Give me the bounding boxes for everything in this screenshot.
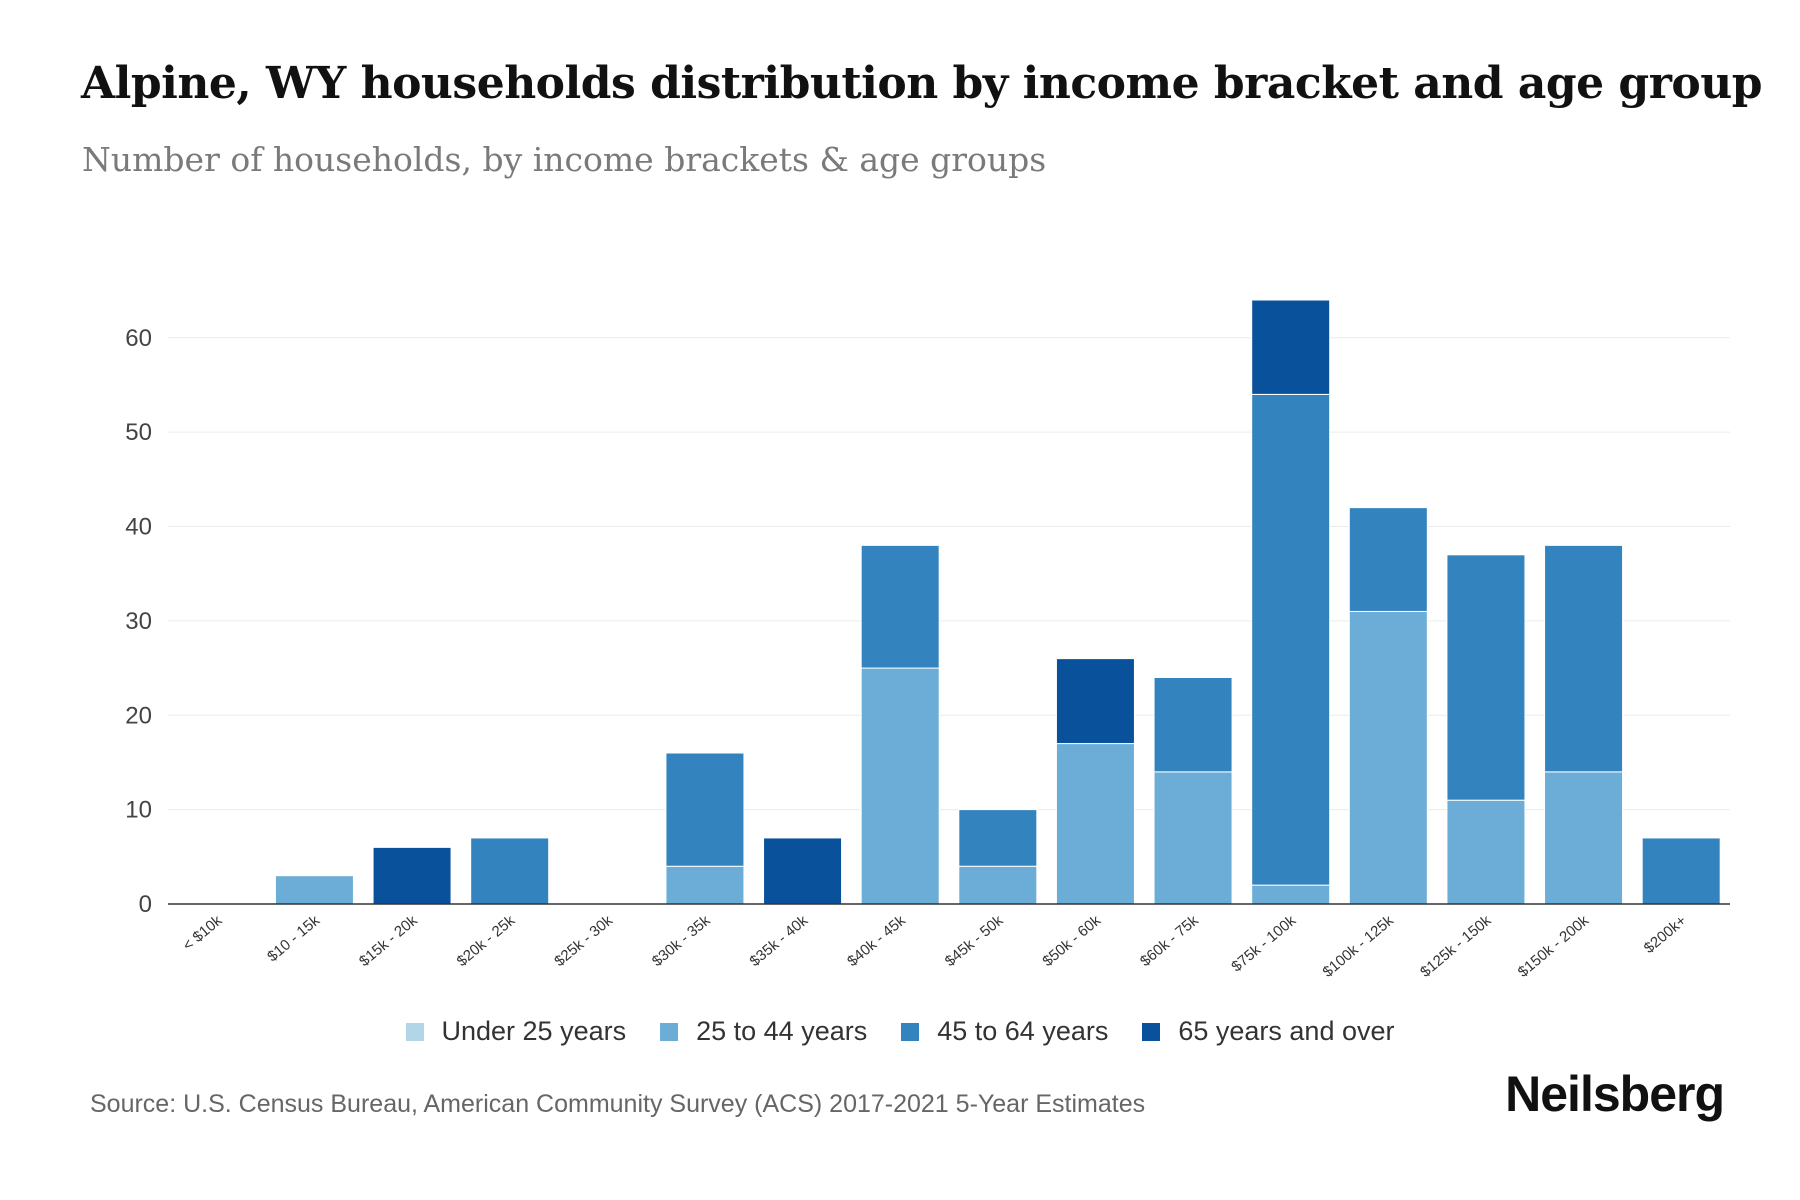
x-tick-label: < $10k [180,912,226,955]
bar-segment[interactable] [1446,799,1526,905]
bar-segment[interactable] [372,846,452,905]
legend-label-25-44: 25 to 44 years [696,1016,868,1046]
bar-segment[interactable] [1251,299,1331,395]
y-tick-label: 10 [125,797,152,824]
bar-segment[interactable] [860,667,940,905]
bar-segment[interactable] [958,809,1038,867]
x-tick-label: $60k - 75k [1137,912,1202,970]
bar-segment[interactable] [1544,771,1624,905]
chart-title: Alpine, WY households distribution by in… [81,58,1762,109]
x-tick-label: $75k - 100k [1228,912,1299,976]
bar-segment[interactable] [1348,610,1428,905]
x-tick-label: $10 - 15k [264,912,323,966]
y-tick-label: 20 [125,702,152,729]
bar-segment[interactable] [860,544,940,669]
x-tick-label: $45k - 50k [942,912,1007,970]
bar-segment[interactable] [1251,884,1331,905]
bar-segment[interactable] [1544,544,1624,773]
bar-segment[interactable] [1446,554,1526,801]
bar-segment[interactable] [1055,658,1135,745]
bar-segment[interactable] [470,837,550,905]
bar-segment[interactable] [763,837,843,905]
legend-swatch-45-64 [901,1022,920,1041]
bar-segment[interactable] [665,752,745,867]
bar-segment[interactable] [1055,743,1135,905]
chart-area: 0 10 20 30 40 50 60 < $10k $10 - 15k $15k - 20k $2… [125,299,1730,981]
x-tick-label: $50k - 60k [1039,912,1104,970]
legend: Under 25 years 25 to 44 years 45 to 64 y… [0,1016,1800,1047]
source-note: Source: U.S. Census Bureau, American Com… [90,1090,1146,1118]
x-tick-label: $125k - 150k [1417,912,1495,981]
legend-swatch-under-25 [405,1022,424,1041]
legend-label-65-over: 65 years and over [1178,1016,1395,1046]
bar-segment[interactable] [1348,507,1428,612]
y-tick-label: 50 [125,419,152,446]
x-tick-label: $15k - 20k [356,912,421,970]
legend-item-25-44[interactable]: 25 to 44 years [660,1016,867,1047]
x-tick-label: $100k - 125k [1320,912,1398,981]
legend-label-under-25: Under 25 years [441,1016,627,1046]
legend-swatch-25-44 [660,1022,679,1041]
bar-segment[interactable] [665,865,745,905]
x-tick-label: $200k+ [1641,912,1690,957]
brand-logo: Neilsberg [1505,1066,1725,1122]
y-tick-label: 60 [125,325,152,352]
y-tick-label: 40 [125,514,152,541]
x-tick-label: $150k - 200k [1515,912,1593,981]
bar-segment[interactable] [1153,771,1233,905]
bar-segment[interactable] [1153,677,1233,773]
bar-segment[interactable] [958,865,1038,905]
y-tick-label: 30 [125,608,152,635]
bar-segment[interactable] [274,875,354,905]
x-tick-label: $35k - 40k [747,912,812,970]
x-tick-label: $20k - 25k [454,912,519,970]
x-tick-label: $25k - 30k [551,912,616,970]
bar-segment[interactable] [1251,393,1331,886]
legend-label-45-64: 45 to 64 years [937,1016,1109,1046]
bar-segment[interactable] [1641,837,1721,905]
x-tick-label: $30k - 35k [649,912,714,970]
legend-item-45-64[interactable]: 45 to 64 years [901,1016,1108,1047]
chart-subtitle: Number of households, by income brackets… [82,140,1047,179]
legend-item-65-over[interactable]: 65 years and over [1142,1016,1395,1047]
y-tick-label: 0 [139,891,152,918]
legend-item-under-25[interactable]: Under 25 years [405,1016,627,1047]
x-tick-label: $40k - 45k [844,912,909,970]
legend-swatch-65-over [1142,1022,1161,1041]
